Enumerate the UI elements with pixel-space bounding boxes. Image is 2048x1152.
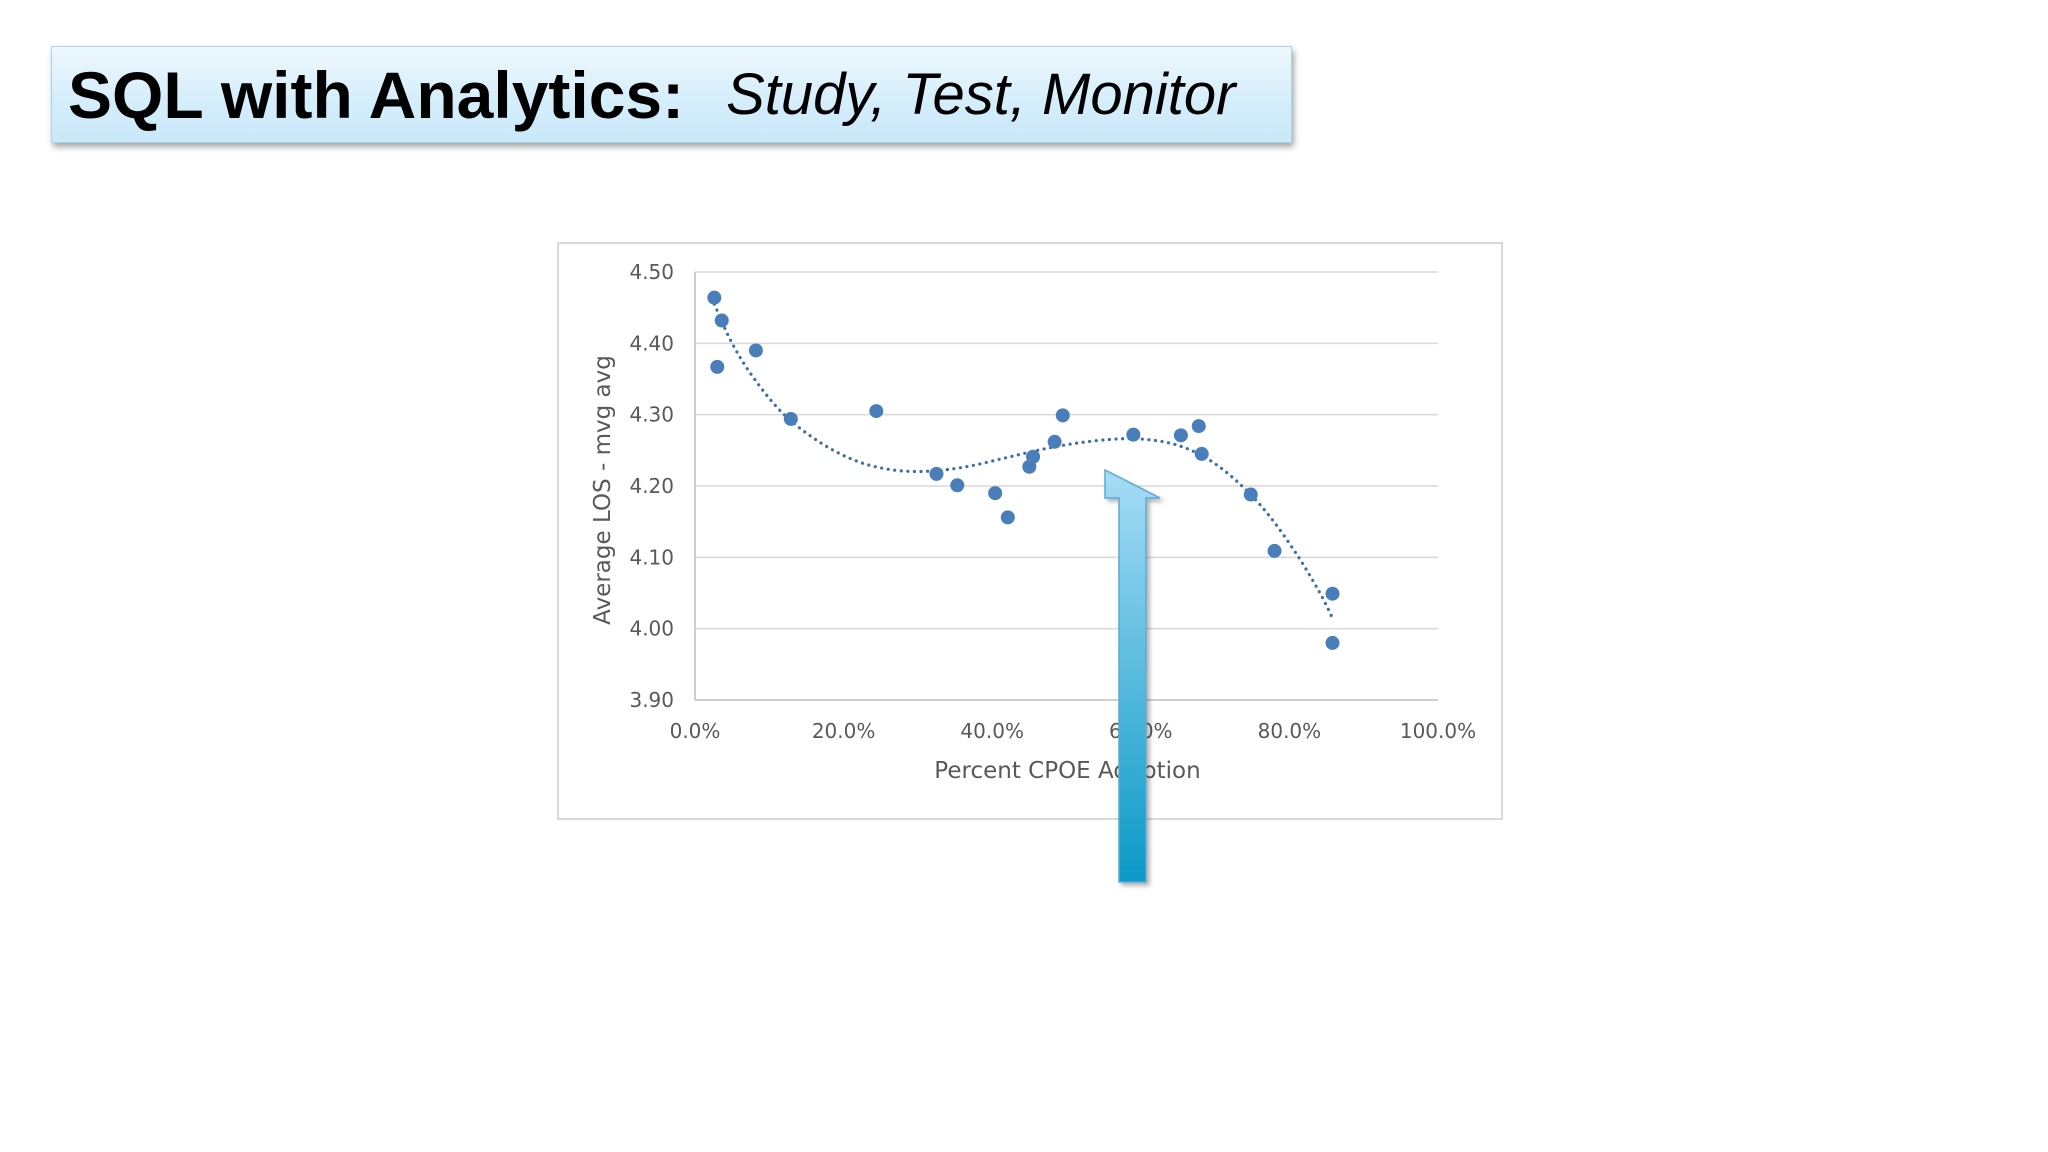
data-point [950, 478, 965, 493]
data-point [1173, 428, 1188, 443]
x-tick-label: 0.0% [670, 719, 721, 743]
data-point [869, 404, 884, 419]
y-tick-label: 4.40 [629, 331, 674, 355]
x-tick-label: 60.0% [1109, 719, 1173, 743]
x-tick-label: 20.0% [812, 719, 876, 743]
data-points [707, 290, 1340, 650]
data-point [929, 466, 944, 481]
data-point [1000, 510, 1015, 525]
data-point [714, 313, 729, 328]
y-tick-label: 3.90 [629, 688, 674, 712]
axes [694, 272, 1438, 701]
slide-title: SQL with Analytics: [68, 57, 685, 132]
data-point [1194, 446, 1209, 461]
grid-lines [695, 271, 1438, 630]
data-point [748, 343, 763, 358]
data-point [710, 359, 725, 374]
trendline-path [712, 302, 1335, 620]
data-point [988, 486, 1003, 501]
data-point [707, 290, 722, 305]
data-point [1026, 449, 1041, 464]
data-point [1055, 408, 1070, 423]
x-tick-label: 40.0% [960, 719, 1024, 743]
chart-frame: 3.90 4.00 4.10 4.20 4.30 4.40 4.50 0.0% 20.0% 40.… [557, 242, 1503, 820]
tick-labels: 3.90 4.00 4.10 4.20 4.30 4.40 4.50 0.0% 20.0% 40.… [629, 260, 1476, 743]
trendline [712, 302, 1335, 620]
scatter-chart: 3.90 4.00 4.10 4.20 4.30 4.40 4.50 0.0% 20.0% 40.… [590, 260, 1476, 784]
data-point [1126, 427, 1141, 442]
y-tick-label: 4.20 [629, 474, 674, 498]
data-point [783, 411, 798, 426]
y-tick-label: 4.00 [629, 617, 674, 641]
x-tick-label: 80.0% [1258, 719, 1322, 743]
data-point [1267, 543, 1282, 558]
slide-title-box: SQL with Analytics: Study, Test, Monitor [51, 46, 1292, 143]
y-axis-title: Average LOS - mvg avg [590, 355, 616, 625]
slide-subtitle: Study, Test, Monitor [726, 62, 1236, 127]
x-tick-label: 100.0% [1400, 719, 1476, 743]
data-point [1047, 434, 1062, 449]
data-point [1243, 487, 1258, 502]
data-point [1325, 635, 1340, 650]
y-tick-label: 4.30 [629, 403, 674, 427]
x-axis-title: Percent CPOE Adoption [934, 758, 1200, 784]
data-point [1191, 419, 1206, 434]
y-tick-label: 4.50 [629, 260, 674, 284]
data-point [1325, 586, 1340, 601]
y-tick-label: 4.10 [629, 545, 674, 569]
